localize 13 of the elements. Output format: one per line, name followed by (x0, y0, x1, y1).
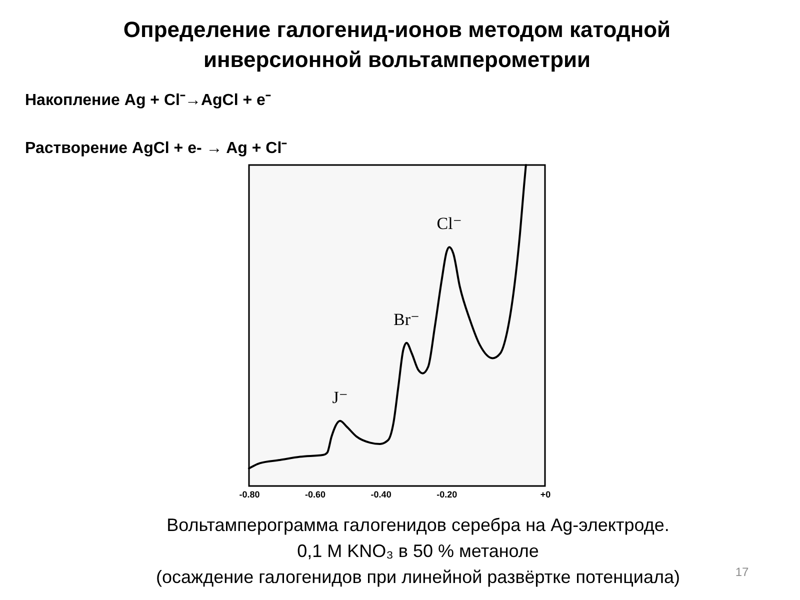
x-tick-label: -0.40 (370, 490, 392, 500)
annotation: Cl⁻ (436, 214, 462, 234)
x-tick-label: +0 (540, 490, 551, 500)
chart-title: Определение галогенид-ионов методом катодной инверсионной вольтамперометрии (123, 17, 671, 72)
text: Растворение AgCl + e- → Ag + Cl⁻ (25, 140, 288, 157)
x-tick-label: -0.80 (239, 490, 260, 500)
text: Вольтамперограмма галогенидов серебра на Ag-электроде. 0,1 M KNO₃ в 50 % метаноле (осаждение галогенидов при линейной развёртке потенциала) (156, 515, 680, 587)
text: Накопление Ag + Cl⁻→AgCl + e⁻ (25, 92, 272, 109)
x-tick-label: -0.20 (436, 490, 458, 500)
text: 17 (735, 565, 749, 579)
annotation: Br⁻ (394, 310, 420, 329)
x-tick-label: -0.60 (305, 490, 326, 500)
annotation: J⁻ (332, 388, 348, 407)
